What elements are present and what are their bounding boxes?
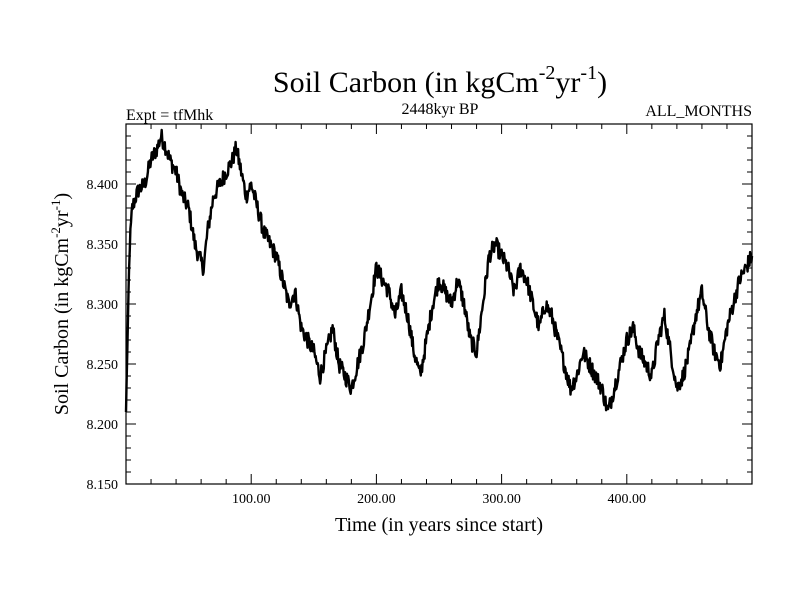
months-label: ALL_MONTHS [645, 103, 752, 120]
time-label: 2448kyr BP [402, 101, 479, 118]
x-tick-label: 300.00 [482, 492, 521, 507]
series-line-soil-carbon [124, 128, 754, 413]
x-axis-title: Time (in years since start) [335, 514, 543, 536]
y-tick-label: 8.250 [87, 358, 119, 373]
x-tick-label: 400.00 [608, 492, 647, 507]
experiment-label: Expt = tfMhk [126, 107, 213, 124]
x-tick-label: 100.00 [232, 492, 271, 507]
y-tick-label: 8.150 [87, 478, 119, 493]
x-axis: 100.00 200.00 300.00 400.00 [150, 124, 728, 507]
chart-title: Soil Carbon (in kgCm-2yr-1) [273, 62, 607, 99]
y-tick-label: 8.300 [87, 298, 119, 313]
y-axis: 8.150 8.200 8.250 8.300 8.350 8.400 [87, 135, 752, 493]
y-axis-title: Soil Carbon (in kgCm-2yr-1) [48, 193, 73, 415]
x-tick-label: 200.00 [357, 492, 396, 507]
y-tick-label: 8.350 [87, 238, 119, 253]
y-tick-label: 8.400 [87, 178, 119, 193]
y-tick-label: 8.200 [87, 418, 119, 433]
